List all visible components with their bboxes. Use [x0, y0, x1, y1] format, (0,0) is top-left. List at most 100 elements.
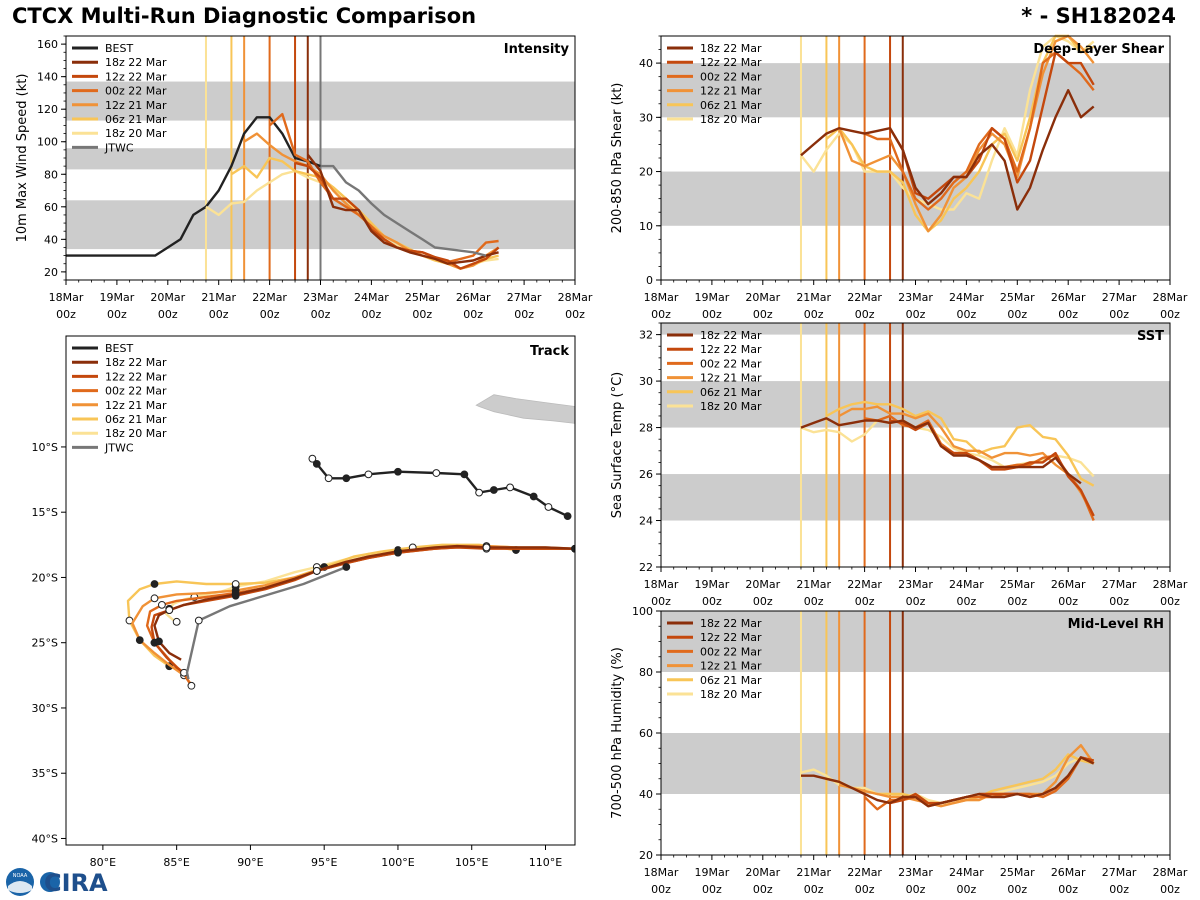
series-sst-18z-22-mar [800, 417, 1082, 485]
ytick-label-shear: 30 [639, 111, 653, 124]
xtick-sublabel-rh: 00z [906, 883, 926, 896]
xtick-label-intensity: 28Mar [558, 291, 593, 304]
legend-label-06z-21-mar: 06z 21 Mar [700, 674, 762, 687]
ytick-label-rh: 20 [639, 849, 653, 862]
track-point-best [432, 469, 441, 477]
xtick-label-rh: 18Mar [644, 866, 679, 879]
panel-track: 10°S 15°S 20°S 25°S 30°S 35°S 40°S 80°E 85°E 90°E… [32, 335, 576, 869]
xtick-label-intensity: 25Mar [405, 291, 440, 304]
xtick-label-shear: 18Mar [644, 291, 679, 304]
xtick-sublabel-intensity: 00z [311, 308, 331, 321]
track-point-06z-21-mar [231, 580, 240, 588]
xtick-sublabel-shear: 00z [906, 308, 926, 321]
xtick-label-intensity: 23Mar [303, 291, 338, 304]
legend-label-18z-20-mar: 18z 20 Mar [700, 400, 762, 413]
panel-title-track: Track [530, 344, 569, 359]
axes-frame-track [65, 335, 576, 846]
track-jtwc [185, 565, 347, 680]
legend-label-18z-20-mar: 18z 20 Mar [700, 688, 762, 701]
xtick-sublabel-intensity: 00z [56, 308, 76, 321]
band-sst-1 [661, 381, 1170, 428]
xtick-sublabel-shear: 00z [1007, 308, 1027, 321]
xtick-label-track: 80°E [90, 856, 116, 869]
xtick-sublabel-intensity: 00z [412, 308, 432, 321]
series-shear-06z-21-mar [825, 34, 1095, 233]
legend-label-18z-20-mar: 18z 20 Mar [105, 427, 167, 440]
ytick-label-sst: 32 [639, 329, 653, 342]
series-rh-12z-21-mar [838, 744, 1095, 808]
legend-label-18z-22-mar: 18z 22 Mar [105, 356, 167, 369]
xtick-sublabel-sst: 00z [957, 595, 977, 608]
legend-label-18z-22-mar: 18z 22 Mar [700, 617, 762, 630]
xtick-label-intensity: 22Mar [252, 291, 287, 304]
track-point-18z-22-mar [394, 547, 402, 556]
track-point-18z-22-mar [231, 590, 240, 599]
xtick-sublabel-rh: 00z [855, 883, 875, 896]
ytick-label-intensity: 100 [37, 136, 58, 149]
track-point-best [460, 470, 469, 479]
xtick-sublabel-rh: 00z [804, 883, 824, 896]
xtick-label-rh: 26Mar [1051, 866, 1086, 879]
xtick-label-intensity: 20Mar [150, 291, 185, 304]
legend-label-00z-22-mar: 00z 22 Mar [700, 70, 762, 83]
ytick-label-sst: 30 [639, 375, 653, 388]
xtick-label-shear: 19Mar [695, 291, 730, 304]
xtick-sublabel-intensity: 00z [158, 308, 178, 321]
xtick-label-sst: 22Mar [847, 578, 882, 591]
xtick-label-sst: 25Mar [1000, 578, 1035, 591]
xtick-label-intensity: 27Mar [507, 291, 542, 304]
track-point-18z-22-mar [155, 637, 163, 646]
xtick-sublabel-sst: 00z [1058, 595, 1078, 608]
xtick-label-intensity: 19Mar [100, 291, 135, 304]
legend-label-06z-21-mar: 06z 21 Mar [105, 113, 167, 126]
xtick-label-rh: 19Mar [695, 866, 730, 879]
xtick-label-track: 100°E [381, 856, 414, 869]
track-point-best [489, 486, 498, 494]
legend-label-12z-21-mar: 12z 21 Mar [700, 85, 762, 98]
xtick-label-track: 90°E [237, 856, 263, 869]
xtick-sublabel-sst: 00z [651, 595, 671, 608]
track-12z-22-mar [150, 546, 575, 674]
ytick-label-track: 25°S [32, 637, 58, 650]
track-point-jtwc [194, 616, 203, 625]
legend-label-jtwc: JTWC [104, 441, 134, 454]
panel-title-rh: Mid-Level RH [1068, 617, 1164, 632]
track-point-18z-20-mar [172, 617, 181, 626]
panel-title-intensity: Intensity [504, 42, 570, 57]
legend-label-jtwc: JTWC [104, 141, 134, 154]
legend-label-best: BEST [105, 342, 133, 355]
xtick-sublabel-intensity: 00z [209, 308, 229, 321]
xtick-sublabel-intensity: 00z [362, 308, 382, 321]
xtick-label-intensity: 26Mar [456, 291, 491, 304]
xtick-sublabel-sst: 00z [1109, 595, 1129, 608]
xtick-sublabel-sst: 00z [1007, 595, 1027, 608]
ytick-label-intensity: 20 [44, 266, 58, 279]
series-sst-18z-20-mar [800, 419, 1095, 478]
legend-label-12z-21-mar: 12z 21 Mar [700, 660, 762, 673]
ytick-label-rh: 40 [639, 788, 653, 801]
page-title: CTCX Multi-Run Diagnostic Comparison [12, 4, 477, 28]
legend-label-00z-22-mar: 00z 22 Mar [105, 385, 167, 398]
track-point-best [506, 483, 514, 492]
xtick-sublabel-rh: 00z [1007, 883, 1027, 896]
ytick-label-track: 40°S [32, 832, 58, 845]
legend-label-06z-21-mar: 06z 21 Mar [700, 99, 762, 112]
ytick-label-intensity: 60 [44, 201, 58, 214]
xtick-sublabel-rh: 00z [702, 883, 722, 896]
xtick-label-sst: 23Mar [898, 578, 933, 591]
ytick-label-intensity: 140 [37, 71, 58, 84]
noaa-seal-text: NOAA [13, 873, 28, 879]
xtick-label-shear: 28Mar [1153, 291, 1188, 304]
ytick-label-intensity: 160 [37, 38, 58, 51]
xtick-sublabel-shear: 00z [957, 308, 977, 321]
ytick-label-shear: 10 [639, 220, 653, 233]
ytick-label-rh: 60 [639, 727, 653, 740]
xtick-label-shear: 21Mar [796, 291, 831, 304]
track-point-00z-22-mar [157, 600, 166, 609]
xtick-label-sst: 27Mar [1102, 578, 1137, 591]
legend-label-12z-22-mar: 12z 22 Mar [105, 70, 167, 83]
track-point-00z-22-mar [187, 681, 196, 690]
xtick-label-shear: 23Mar [898, 291, 933, 304]
track-point-best [529, 492, 538, 501]
xtick-label-shear: 26Mar [1051, 291, 1086, 304]
